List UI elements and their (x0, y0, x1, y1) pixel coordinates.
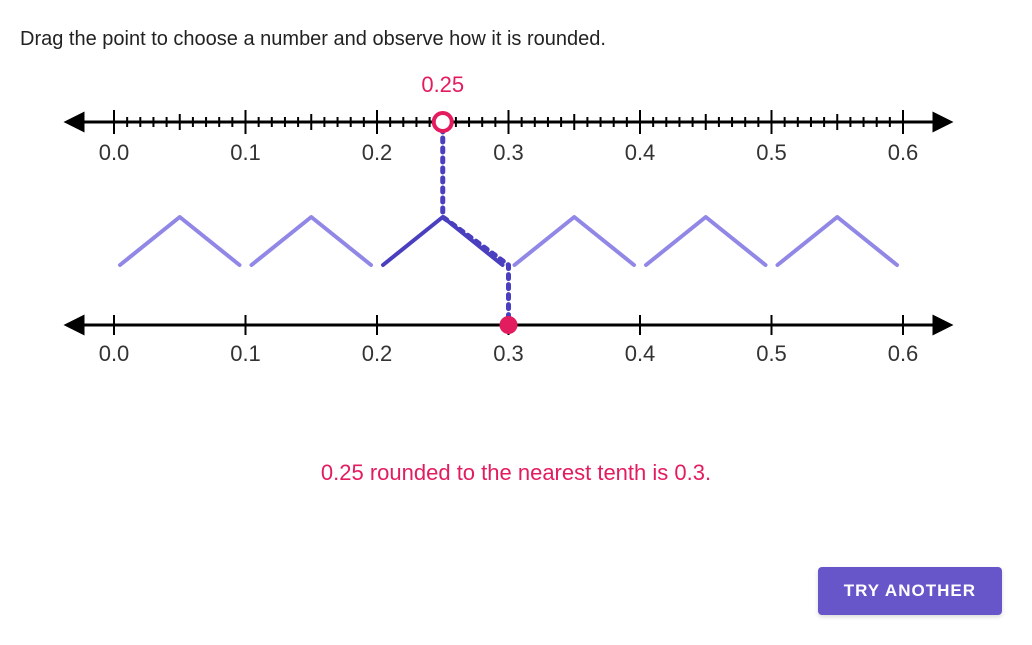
top-axis-label: 0.3 (493, 140, 524, 165)
selected-value-label: 0.25 (421, 72, 464, 97)
rounding-diagram: 0.0 0.1 0.2 0.3 0.4 0.5 0.6 0.25 0.0 0.1 0.2 0.3 0.4… (0, 60, 1032, 440)
rounded-point (500, 316, 518, 334)
top-axis-label: 0.6 (888, 140, 919, 165)
bottom-axis-label: 0.5 (756, 341, 787, 366)
bottom-axis-label: 0.0 (99, 341, 130, 366)
top-axis-label: 0.1 (230, 140, 261, 165)
draggable-point[interactable] (434, 113, 452, 131)
rounding-caret (778, 217, 898, 265)
diagram-svg: 0.0 0.1 0.2 0.3 0.4 0.5 0.6 0.25 0.0 0.1 0.2 0.3 0.4… (0, 60, 1032, 440)
bottom-axis-label: 0.4 (625, 341, 656, 366)
result-text: 0.25 rounded to the nearest tenth is 0.3… (0, 460, 1032, 486)
try-another-button[interactable]: TRY ANOTHER (818, 567, 1002, 615)
bottom-axis-label: 0.1 (230, 341, 261, 366)
rounding-caret (646, 217, 766, 265)
top-axis-label: 0.2 (362, 140, 393, 165)
bottom-axis-label: 0.2 (362, 341, 393, 366)
top-axis-label: 0.5 (756, 140, 787, 165)
rounding-caret (120, 217, 240, 265)
top-axis-label: 0.0 (99, 140, 130, 165)
top-axis-label: 0.4 (625, 140, 656, 165)
instruction-text: Drag the point to choose a number and ob… (20, 28, 606, 51)
bottom-axis-label: 0.6 (888, 341, 919, 366)
rounding-caret (252, 217, 372, 265)
rounding-caret (383, 217, 503, 265)
bottom-axis-label: 0.3 (493, 341, 524, 366)
rounding-caret (515, 217, 635, 265)
